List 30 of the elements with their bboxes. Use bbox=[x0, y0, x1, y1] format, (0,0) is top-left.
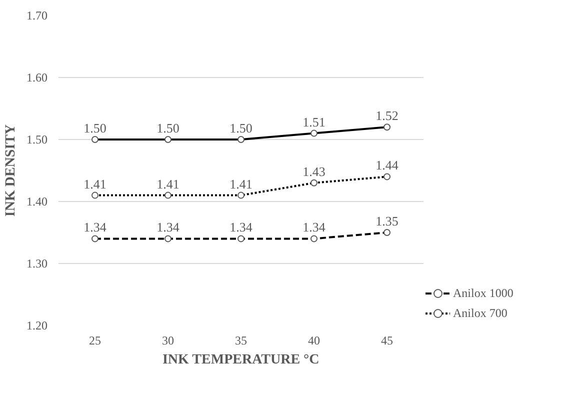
legend-label: Anilox 700 bbox=[453, 306, 508, 320]
y-axis-title: INK DENSITY bbox=[4, 124, 18, 217]
y-tick-label: 1.60 bbox=[26, 70, 48, 84]
x-tick-label: 25 bbox=[89, 334, 101, 348]
data-label: 1.41 bbox=[230, 176, 252, 192]
x-tick-label: 30 bbox=[162, 334, 174, 348]
data-label: 1.34 bbox=[84, 220, 107, 235]
data-label: 1.34 bbox=[230, 220, 253, 235]
y-tick-label: 1.70 bbox=[26, 8, 48, 22]
y-tick-label: 1.30 bbox=[26, 256, 48, 270]
data-label: 1.44 bbox=[376, 158, 399, 173]
x-tick-label: 45 bbox=[381, 334, 393, 348]
data-label: 1.34 bbox=[302, 220, 326, 235]
data-label: 1.52 bbox=[376, 108, 398, 124]
data-label: 1.35 bbox=[376, 214, 398, 228]
data-label: 1.50 bbox=[156, 120, 180, 136]
data-label: 1.51 bbox=[302, 114, 326, 130]
data-label: 1.43 bbox=[302, 164, 326, 179]
x-axis-title: INK TEMPERATURE °C bbox=[162, 352, 320, 368]
x-tick-label: 35 bbox=[235, 334, 247, 348]
legend-label: Anilox 1000 bbox=[453, 286, 514, 300]
data-label: 1.41 bbox=[156, 176, 180, 192]
data-label: 1.50 bbox=[230, 120, 252, 136]
data-label: 1.34 bbox=[156, 220, 180, 235]
data-label: 1.50 bbox=[84, 120, 106, 136]
y-tick-label: 1.50 bbox=[26, 132, 48, 146]
x-tick-label: 40 bbox=[308, 334, 320, 348]
y-tick-label: 1.40 bbox=[26, 194, 48, 208]
y-tick-label: 1.20 bbox=[26, 318, 48, 332]
data-label: 1.41 bbox=[84, 176, 106, 192]
